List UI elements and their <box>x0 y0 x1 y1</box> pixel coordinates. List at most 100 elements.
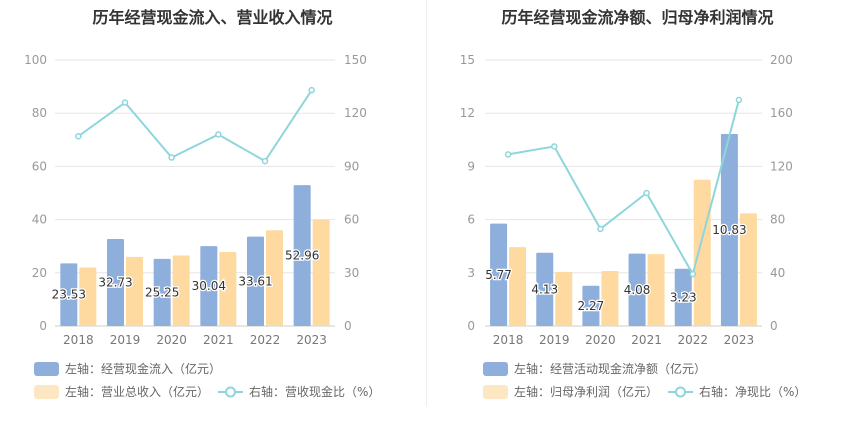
bar <box>720 133 738 326</box>
left-axis-tick-label: 12 <box>460 106 475 120</box>
chart-title: 历年经营现金流入、营业收入情况 <box>92 8 333 27</box>
left-axis-tick-label: 40 <box>32 213 47 227</box>
right-axis-tick-label: 200 <box>770 53 793 67</box>
right-axis-tick-label: 120 <box>344 106 367 120</box>
right-axis-tick-label: 120 <box>770 159 793 173</box>
bar <box>247 236 264 326</box>
line-point <box>689 270 696 278</box>
legend-item-bar-b[interactable]: 左轴：归母净利润（亿元） <box>483 383 658 400</box>
right-chart-panel: 历年经营现金流净额、归母净利润情况 0 3 6 9 12 15 0 40 80 120 160 200… <box>425 0 850 436</box>
chart-plot-area: 0 3 6 9 12 15 0 40 80 120 160 200 2018 2019 2020 2021 20… <box>460 53 793 347</box>
legend-swatch <box>34 384 59 399</box>
line-point <box>504 151 512 158</box>
x-axis-tick-label: 2022 <box>677 333 708 347</box>
x-axis-tick-label: 2020 <box>585 333 616 347</box>
line-point <box>168 154 175 161</box>
x-axis-tick-label: 2021 <box>203 333 234 347</box>
bar <box>60 263 78 326</box>
bar <box>601 271 619 326</box>
legend-label: 右轴：净现比（%） <box>699 385 807 399</box>
legend-line-icon <box>668 386 693 397</box>
line-series <box>77 89 313 163</box>
data-label: 30.04 <box>192 279 226 293</box>
data-label: 5.77 <box>485 268 512 282</box>
bar <box>674 268 692 326</box>
bar <box>153 258 171 326</box>
data-label: 32.73 <box>98 275 132 289</box>
data-label: 10.83 <box>712 223 746 237</box>
data-label: 3.23 <box>670 290 697 304</box>
legend-item-bar-a[interactable]: 左轴：经营活动现金流净额（亿元） <box>483 360 706 377</box>
x-axis-tick-label: 2019 <box>110 333 141 347</box>
data-label: 25.25 <box>145 285 179 299</box>
bar <box>266 230 283 326</box>
legend-label: 左轴：营业总收入（亿元） <box>65 385 210 399</box>
data-label: 4.13 <box>531 282 558 296</box>
bar <box>172 255 190 326</box>
right-axis-tick-label: 80 <box>770 213 785 227</box>
right-axis-tick-label: 0 <box>770 319 778 333</box>
left-axis-tick-label: 80 <box>32 106 47 120</box>
x-axis-tick-label: 2023 <box>724 333 755 347</box>
line-point <box>735 96 743 104</box>
x-axis-tick-label: 2023 <box>296 333 327 347</box>
panel-divider <box>426 0 427 406</box>
x-axis-tick-label: 2021 <box>631 333 662 347</box>
legend-item-bar-a[interactable]: 左轴：经营现金流入（亿元） <box>34 360 221 377</box>
legend-swatch <box>34 361 59 376</box>
bar <box>219 252 237 326</box>
line-point <box>75 133 82 140</box>
data-label: 23.53 <box>52 288 86 302</box>
left-axis-tick-label: 3 <box>467 266 475 280</box>
line-point <box>643 189 650 197</box>
x-axis-tick-label: 2018 <box>63 333 94 347</box>
data-label: 2.27 <box>578 299 605 313</box>
legend-label: 右轴：营收现金比（%） <box>249 385 381 399</box>
legend-item-line[interactable]: 右轴：净现比（%） <box>668 383 806 400</box>
legend-label: 左轴：经营现金流入（亿元） <box>65 362 222 376</box>
right-axis-tick-label: 60 <box>344 213 359 227</box>
legend-line-icon <box>218 386 243 397</box>
x-axis-tick-label: 2020 <box>156 333 187 347</box>
legend-swatch <box>483 384 508 399</box>
bar <box>628 253 646 326</box>
legend-item-bar-b[interactable]: 左轴：营业总收入（亿元） <box>34 383 209 400</box>
right-axis-tick-label: 90 <box>344 159 359 173</box>
left-axis-tick-label: 0 <box>467 319 475 333</box>
right-axis-tick-label: 30 <box>344 266 359 280</box>
bar <box>79 267 97 326</box>
bar <box>536 252 554 326</box>
bar <box>490 223 508 326</box>
line-point <box>551 143 558 150</box>
bar <box>693 179 711 326</box>
chart-plot-area: 0 20 40 60 80 100 0 30 60 90 120 150 2018 2019 2020 202… <box>24 53 367 347</box>
bar <box>582 285 600 326</box>
right-axis-tick-label: 40 <box>770 266 785 280</box>
bar <box>107 238 124 326</box>
bar <box>126 256 143 326</box>
legend-item-line[interactable]: 右轴：营收现金比（%） <box>218 383 380 400</box>
x-axis-tick-label: 2018 <box>493 333 524 347</box>
legend-label: 左轴：经营活动现金流净额（亿元） <box>514 362 707 376</box>
line-point <box>215 131 222 138</box>
left-axis-tick-label: 20 <box>32 266 47 280</box>
legend-swatch <box>483 361 508 376</box>
left-axis-tick-label: 100 <box>24 53 47 67</box>
line-point <box>597 225 604 233</box>
x-axis-tick-label: 2019 <box>539 333 570 347</box>
bar <box>555 271 573 326</box>
bar <box>200 246 218 326</box>
left-axis-tick-label: 60 <box>32 159 47 173</box>
line-point <box>261 157 269 165</box>
data-label: 52.96 <box>285 249 319 263</box>
legend-label: 左轴：归母净利润（亿元） <box>514 385 659 399</box>
bar <box>647 254 665 326</box>
data-label: 33.61 <box>238 274 272 288</box>
bar <box>739 213 757 326</box>
right-axis-tick-label: 160 <box>770 106 793 120</box>
left-axis-tick-label: 0 <box>39 319 47 333</box>
data-label: 4.08 <box>624 283 651 297</box>
line-point <box>308 86 315 94</box>
left-axis-tick-label: 15 <box>460 53 475 67</box>
left-chart-panel: 历年经营现金流入、营业收入情况 0 20 40 60 80 100 0 30 60 90 120 15… <box>24 8 380 400</box>
